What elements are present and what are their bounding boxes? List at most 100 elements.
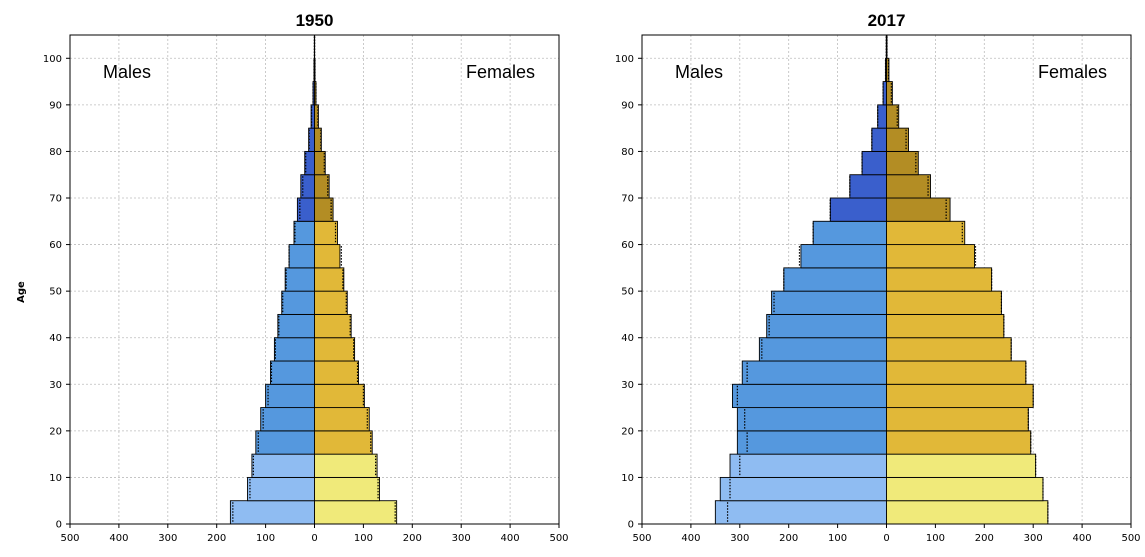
- y-tick-label: 10: [49, 473, 62, 484]
- bar-female-age-55: [314, 244, 341, 269]
- bar-male-age-20: [260, 407, 315, 432]
- x-axis-ticks: 500 400 300 200 100 0 100 200 300 400 500: [60, 524, 569, 544]
- y-tick-label: 70: [49, 194, 62, 205]
- x-tick-label: 0: [883, 533, 889, 544]
- bar-female-age-90: [886, 81, 893, 106]
- x-tick-label: 500: [549, 533, 568, 544]
- x-tick-label: 200: [975, 533, 994, 544]
- females-label: Females: [466, 62, 535, 82]
- bar-female-age-20: [886, 407, 1029, 432]
- x-tick-label: 200: [779, 533, 798, 544]
- bar-female-age-5: [886, 476, 1044, 502]
- bar-female-age-20: [314, 407, 370, 432]
- bar-female-age-30: [314, 360, 359, 385]
- y-axis-ticks: 0 10 20 30 40 50 60 70 80 90 100: [43, 54, 70, 531]
- y-tick-label: 80: [49, 147, 62, 158]
- x-tick-label: 200: [207, 533, 226, 544]
- y-tick-label: 30: [621, 380, 634, 391]
- x-tick-label: 300: [452, 533, 471, 544]
- bar-male-age-5: [719, 476, 887, 502]
- bar-male-age-15: [255, 430, 315, 455]
- y-tick-label: 40: [621, 333, 634, 344]
- bar-male-age-0: [714, 500, 887, 525]
- y-tick-label: 60: [49, 240, 62, 251]
- x-tick-label: 500: [632, 533, 651, 544]
- bar-female-age-70: [314, 174, 330, 199]
- x-tick-label: 400: [109, 533, 128, 544]
- bar-female-age-30: [886, 360, 1027, 385]
- bar-female-age-50: [886, 267, 993, 292]
- bar-female-age-55: [886, 244, 975, 269]
- dotted-markers: [726, 36, 1049, 523]
- bar-male-age-30: [270, 360, 315, 385]
- bar-female-age-40: [314, 313, 352, 339]
- bar-female-age-35: [886, 337, 1012, 362]
- bar-female-age-75: [886, 150, 919, 176]
- chart-panel-2017: 500 400 300 200 100 0 100 200 300 400 500 0 10 20 30 40…: [615, 11, 1141, 544]
- y-tick-label: 100: [615, 54, 634, 65]
- bar-male-age-30: [741, 360, 887, 385]
- bar-male-age-60: [293, 220, 315, 246]
- bar-female-age-25: [886, 383, 1034, 409]
- dotted-markers: [232, 36, 396, 523]
- y-tick-label: 70: [621, 194, 634, 205]
- bar-male-age-60: [812, 220, 887, 246]
- males-label: Males: [675, 62, 723, 82]
- bar-female-age-35: [314, 337, 356, 362]
- bar-female-age-5: [314, 476, 380, 502]
- y-tick-label: 50: [621, 287, 634, 298]
- x-tick-label: 100: [828, 533, 847, 544]
- x-tick-label: 500: [1121, 533, 1140, 544]
- x-tick-label: 400: [501, 533, 520, 544]
- x-tick-label: 300: [730, 533, 749, 544]
- y-tick-label: 50: [49, 287, 62, 298]
- x-tick-label: 500: [60, 533, 79, 544]
- y-tick-label: 30: [49, 380, 62, 391]
- bar-female-age-15: [314, 430, 373, 455]
- bar-female-age-45: [886, 290, 1002, 315]
- bar-female-age-10: [314, 453, 378, 478]
- bar-male-age-10: [251, 453, 315, 478]
- chart-panel-1950: 500 400 300 200 100 0 100 200 300 400 500 0 10 20 30 40…: [43, 11, 569, 544]
- bar-male-age-45: [771, 290, 887, 315]
- bar-male-age-25: [732, 383, 887, 409]
- y-tick-label: 0: [628, 520, 634, 531]
- bar-male-age-50: [284, 267, 315, 292]
- chart-title: 2017: [868, 11, 906, 30]
- bar-female-age-80: [886, 127, 909, 152]
- x-tick-label: 400: [681, 533, 700, 544]
- y-tick-label: 20: [621, 426, 634, 437]
- bar-female-age-45: [314, 290, 348, 315]
- bar-male-age-10: [729, 453, 887, 478]
- bar-male-age-85: [877, 104, 887, 129]
- bar-male-age-75: [861, 150, 887, 176]
- bar-male-age-35: [273, 337, 315, 362]
- x-tick-label: 100: [256, 533, 275, 544]
- bar-female-age-75: [314, 150, 326, 176]
- bar-male-age-70: [849, 174, 887, 199]
- bar-female-age-60: [886, 220, 966, 246]
- y-tick-label: 60: [621, 240, 634, 251]
- bar-male-age-45: [281, 290, 315, 315]
- x-axis-ticks: 500 400 300 200 100 0 100 200 300 400 500: [632, 524, 1141, 544]
- x-tick-label: 400: [1073, 533, 1092, 544]
- bar-male-age-15: [736, 430, 887, 455]
- bars: [229, 34, 398, 525]
- bar-female-age-10: [886, 453, 1037, 478]
- bar-female-age-70: [886, 174, 931, 199]
- x-tick-label: 300: [158, 533, 177, 544]
- bar-male-age-80: [871, 127, 887, 152]
- y-tick-label: 90: [621, 100, 634, 111]
- bar-male-age-55: [288, 244, 315, 269]
- bar-male-age-50: [783, 267, 887, 292]
- bar-female-age-15: [886, 430, 1032, 455]
- bar-female-age-0: [886, 500, 1049, 525]
- y-tick-label: 90: [49, 100, 62, 111]
- x-tick-label: 0: [311, 533, 317, 544]
- bar-female-age-25: [314, 383, 365, 409]
- bar-male-age-35: [758, 337, 887, 362]
- bar-female-age-60: [314, 220, 338, 246]
- bar-male-age-40: [277, 313, 315, 339]
- y-tick-label: 0: [56, 520, 62, 531]
